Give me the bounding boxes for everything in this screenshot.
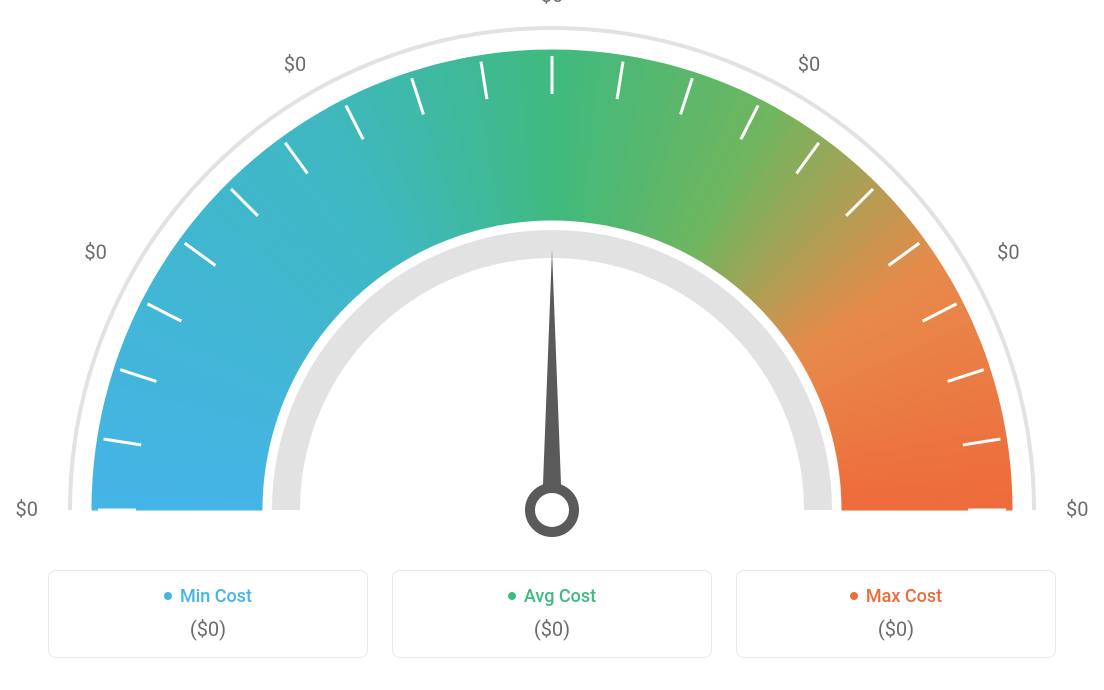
legend-label-text-avg: Avg Cost — [524, 586, 596, 607]
legend-card-max: Max Cost ($0) — [736, 570, 1056, 658]
legend-label-avg: Avg Cost — [508, 586, 596, 607]
legend-label-text-min: Min Cost — [180, 586, 252, 607]
gauge-tick-label: $0 — [997, 240, 1019, 264]
gauge-tick-label: $0 — [284, 52, 306, 76]
legend-label-min: Min Cost — [164, 586, 252, 607]
gauge-tick-label: $0 — [1066, 497, 1088, 521]
gauge-tick-label: $0 — [16, 497, 38, 521]
legend-row: Min Cost ($0) Avg Cost ($0) Max Cost ($0) — [0, 570, 1104, 658]
legend-dot-min — [164, 592, 172, 600]
legend-label-max: Max Cost — [850, 586, 942, 607]
gauge-tick-label: $0 — [541, 0, 563, 7]
legend-value-max: ($0) — [747, 617, 1045, 641]
legend-value-min: ($0) — [59, 617, 357, 641]
legend-card-avg: Avg Cost ($0) — [392, 570, 712, 658]
legend-card-min: Min Cost ($0) — [48, 570, 368, 658]
gauge-tick-label: $0 — [798, 52, 820, 76]
gauge-svg: $0 $0 $0 $0 $0 $0 $0 — [0, 0, 1104, 560]
cost-gauge: $0 $0 $0 $0 $0 $0 $0 — [0, 0, 1104, 560]
gauge-needle-hub — [530, 488, 574, 532]
legend-value-avg: ($0) — [403, 617, 701, 641]
legend-dot-avg — [508, 592, 516, 600]
legend-label-text-max: Max Cost — [866, 586, 942, 607]
legend-dot-max — [850, 592, 858, 600]
gauge-tick-label: $0 — [84, 240, 106, 264]
gauge-needle — [542, 250, 562, 510]
